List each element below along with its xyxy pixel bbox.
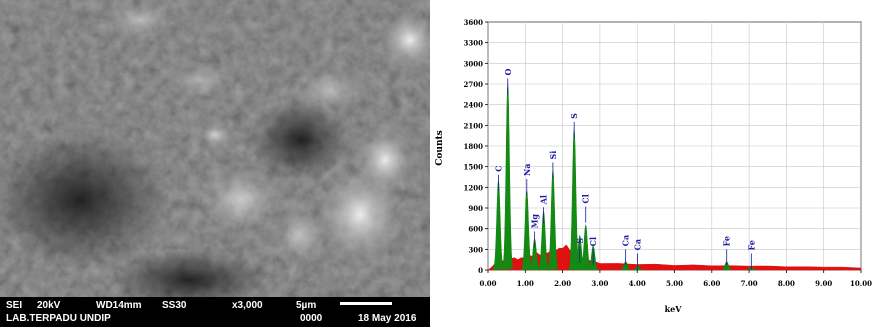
peak-label-ca: Ca [633,239,643,251]
y-tick-label: 3000 [464,59,484,68]
x-tick-label: 7.00 [741,279,758,288]
y-tick-label: 1800 [464,142,484,151]
peak-label-s: S [569,113,579,119]
peak-label-fe: Fe [722,236,732,246]
sem-lab-name: LAB.TERPADU UNDIP [6,313,111,324]
sem-working-distance: WD14mm [96,300,142,311]
sem-spot-size: SS30 [162,300,187,311]
y-tick-label: 2700 [464,80,484,89]
y-tick-label: 2400 [464,101,484,110]
x-axis-label: keV [665,304,683,314]
peak-label-c: C [493,166,503,172]
y-tick-label: 3600 [464,18,484,27]
peak-cl [580,224,592,271]
peak-label-si: Si [548,151,558,160]
x-tick-label: 3.00 [591,279,608,288]
y-axis-label: Counts [435,130,445,165]
y-tick-label: 1500 [464,163,484,172]
peak-label-al: Al [539,195,549,205]
x-tick-label: 5.00 [666,279,683,288]
peak-label-ca: Ca [621,235,631,247]
x-tick-label: 6.00 [703,279,720,288]
x-tick-label: 8.00 [778,279,795,288]
x-tick-label: 4.00 [629,279,646,288]
x-tick-label: 2.00 [554,279,571,288]
peak-label-cl: Cl [588,237,598,246]
sem-voltage: 20kV [37,300,61,311]
sem-mode: SEI [6,300,23,311]
x-tick-label: 9.00 [815,279,832,288]
y-tick-label: 300 [468,245,483,254]
peak-label-o: O [503,68,513,75]
sem-image [0,0,430,297]
y-tick-label: 3300 [464,39,484,48]
peak-label-fe: Fe [746,240,756,250]
y-tick-label: 0 [478,266,483,275]
peak-label-cl: Cl [581,194,591,203]
sem-scale-bar [340,302,392,305]
sem-image-number: 0000 [300,313,323,324]
peak-label-na: Na [522,164,532,177]
y-tick-label: 2100 [464,121,484,130]
sem-date: 18 May 2016 [358,313,417,324]
x-tick-label: 1.00 [517,279,534,288]
chart-axes: 0 300 600 900 1200 1500 1800 2100 2400 2700 3000 33… [464,18,873,288]
sem-scale-label: 5µm [296,300,317,311]
y-tick-label: 600 [468,225,483,234]
sem-magnification: x3,000 [232,300,263,311]
sem-micrograph: SEI 20kV WD14mm SS30 x3,000 5µm LAB.TERP… [0,0,430,327]
x-tick-label: 0.00 [479,279,496,288]
peak-label-s: S [575,238,585,244]
peak-label-mg: Mg [530,214,540,229]
y-tick-label: 900 [468,204,483,213]
eds-spectrum-chart: C O Na Mg Al Si S S Cl Cl Ca Ca Fe Fe 0 300 600 900 1200 1… [430,0,879,327]
x-tick-label: 10.00 [850,279,872,288]
y-tick-label: 1200 [464,183,484,192]
